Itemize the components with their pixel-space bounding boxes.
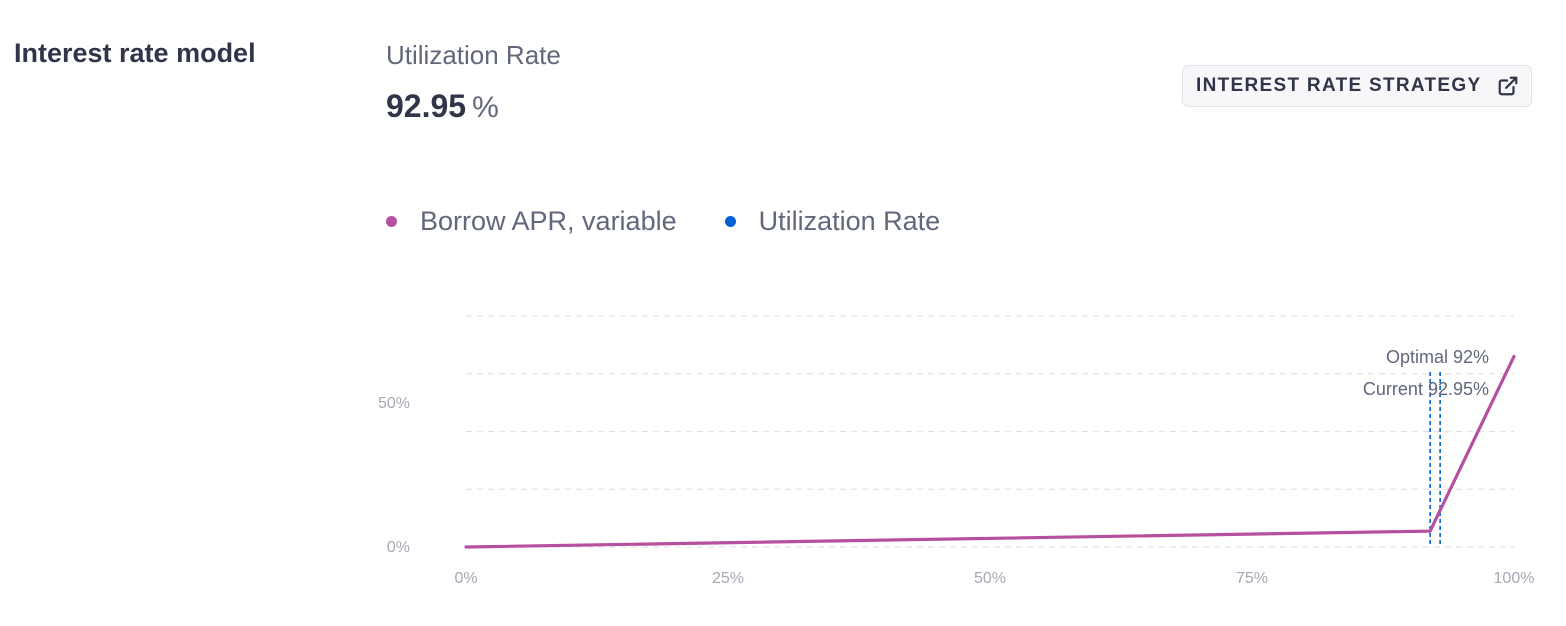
legend-dot-utilization-rate <box>724 216 736 227</box>
utilization-unit: % <box>472 91 499 124</box>
x-tick-label: 75% <box>1236 570 1268 587</box>
y-tick-label: 50% <box>378 395 410 412</box>
y-tick-label: 0% <box>387 539 410 556</box>
x-tick-label: 100% <box>1494 570 1535 587</box>
legend-label-utilization-rate: Utilization Rate <box>758 206 941 236</box>
x-tick-label: 50% <box>974 570 1006 587</box>
legend-item-utilization-rate[interactable]: Utilization Rate <box>724 206 941 237</box>
legend-item-borrow-apr[interactable]: Borrow APR, variable <box>386 206 677 237</box>
marker-layer: Optimal 92% Current 92.95% <box>1363 347 1489 547</box>
borrow-apr-line <box>464 354 1516 549</box>
interest-rate-strategy-button[interactable]: INTEREST RATE STRATEGY <box>1182 65 1532 107</box>
chart-legend: Borrow APR, variable Utilization Rate <box>386 206 940 237</box>
x-tick-label: 25% <box>712 570 744 587</box>
grid-layer <box>466 315 1514 548</box>
utilization-marker-label: Current 92.95% <box>1363 379 1489 399</box>
legend-label-borrow-apr: Borrow APR, variable <box>420 206 677 236</box>
series-layer <box>464 354 1516 549</box>
section-title: Interest rate model <box>14 38 256 68</box>
x-tick-label: 0% <box>454 570 477 587</box>
legend-dot-borrow-apr <box>386 216 397 227</box>
axis-layer: 0% 50% 0% 25% 50% 75% 100% <box>378 395 1534 587</box>
utilization-number: 92.95 <box>386 88 467 124</box>
strategy-button-label: INTEREST RATE STRATEGY <box>1196 75 1482 96</box>
external-link-icon <box>1497 75 1519 97</box>
utilization-label: Utilization Rate <box>386 40 561 70</box>
utilization-value: 92.95 % <box>386 88 499 125</box>
utilization-marker-label: Optimal 92% <box>1386 347 1489 367</box>
